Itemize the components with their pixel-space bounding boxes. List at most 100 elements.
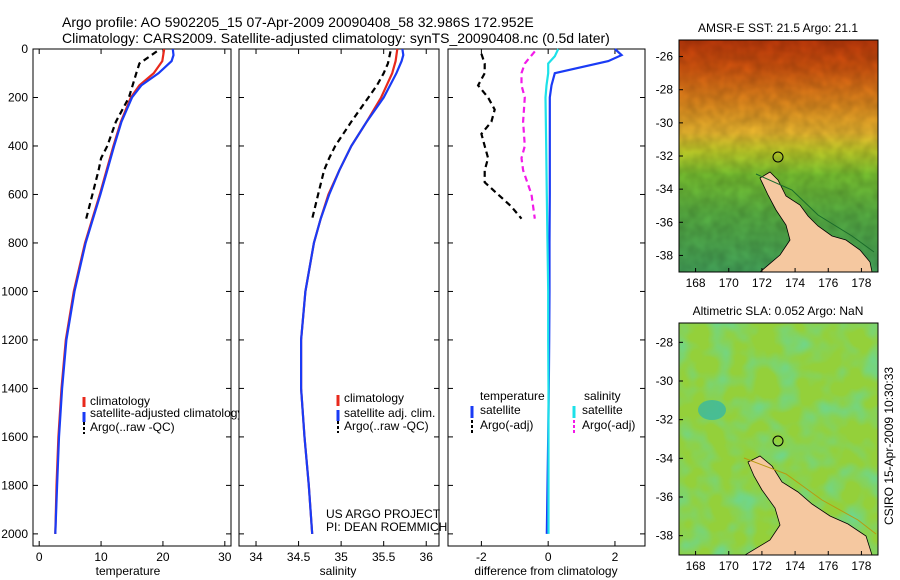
x-tick-label: 34 (249, 550, 263, 564)
legend-label-sat-adj: satellite-adjusted climatology (90, 406, 243, 420)
sla-map-frame (678, 322, 879, 556)
legend-label-argo: Argo(..raw -QC) (90, 420, 175, 434)
temperature-plot-frame (32, 48, 232, 547)
map-x-tick-label: 172 (752, 276, 772, 290)
x-tick-label: 34.5 (287, 550, 311, 564)
y-tick-label: 1000 (1, 284, 28, 298)
y-tick-label: 2000 (1, 527, 28, 541)
header-line-2: Climatology: CARS2009. Satellite-adjuste… (62, 30, 610, 46)
y-tick-label: 1400 (1, 381, 28, 395)
y-tick-label: 600 (8, 187, 28, 201)
salinity-plot-frame (238, 48, 440, 547)
sst-map-title: AMSR-E SST: 21.5 Argo: 21.1 (698, 21, 858, 35)
x-tick-label: 10 (94, 550, 108, 564)
difference-tick-group: -2 0 2 (448, 48, 645, 564)
map-y-tick-label: -30 (656, 116, 674, 130)
series-line-satellite-adjusted-climatology (54, 48, 175, 534)
header-line-1: Argo profile: AO 5902205_15 07-Apr-2009 … (62, 14, 534, 30)
series-line-salinity-argo-adj- (520, 50, 536, 219)
map-y-tick-label: -34 (656, 451, 674, 465)
series-line-satellite-adj-clim- (300, 48, 405, 534)
map-y-tick-label: -26 (656, 50, 674, 64)
map-x-tick-label: 178 (851, 276, 871, 290)
x-tick-label: 30 (218, 550, 232, 564)
map-x-tick-label: 176 (818, 559, 838, 573)
map-x-tick-label: 170 (719, 559, 739, 573)
map-x-tick-label: 168 (686, 559, 706, 573)
map-y-tick-label: -34 (656, 182, 674, 196)
sst-map-panel: AMSR-E SST: 21.5 Argo: 21.1 168 170 172 174… (656, 21, 879, 290)
salinity-legend: climatology satellite adj. clim. Argo(..… (336, 391, 435, 433)
x-tick-label: 0 (545, 550, 552, 564)
y-tick-label: 1800 (1, 478, 28, 492)
project-annotation-line-1: US ARGO PROJECT (326, 507, 441, 521)
temperature-xlabel: temperature (96, 564, 161, 578)
map-y-tick-label: -28 (656, 83, 674, 97)
map-y-tick-label: -32 (656, 413, 674, 427)
y-tick-label: 0 (21, 42, 28, 56)
temperature-line-group (54, 48, 175, 534)
sst-map-tick-group: 168 170 172 174 176 178 -26 -28 -30 -32 -34 -36 -38 (656, 50, 872, 290)
y-tick-label: 800 (8, 236, 28, 250)
y-tick-label: 1200 (1, 333, 28, 347)
salinity-line-group (300, 48, 405, 534)
legend-label-sal-satellite: satellite (582, 403, 623, 417)
difference-line-group (476, 48, 624, 534)
float-location-marker (772, 151, 784, 163)
map-x-tick-label: 176 (818, 276, 838, 290)
side-timestamp-label: CSIRO 15-Apr-2009 10:30:33 (882, 367, 896, 525)
y-tick-label: 1600 (1, 430, 28, 444)
sst-texture (679, 40, 878, 272)
map-y-tick-label: -36 (656, 215, 674, 229)
map-y-tick-label: -38 (656, 529, 674, 543)
legend-label-sal-argo: Argo(-adj) (582, 418, 635, 432)
float-location-marker (772, 435, 784, 447)
y-tick-label: 400 (8, 139, 28, 153)
temperature-legend: climatology satellite-adjusted climatolo… (82, 394, 243, 434)
x-tick-label: -2 (476, 550, 487, 564)
difference-panel: -2 0 2 difference from climatology tempera… (447, 48, 646, 578)
x-tick-label: 20 (156, 550, 170, 564)
legend-title-temperature: temperature (480, 389, 545, 403)
map-y-tick-label: -28 (656, 335, 674, 349)
map-x-tick-label: 170 (719, 276, 739, 290)
map-y-tick-label: -30 (656, 374, 674, 388)
legend-label-temp-satellite: satellite (480, 403, 521, 417)
sst-map-image (679, 40, 878, 272)
legend-label-climatology: climatology (90, 394, 150, 408)
x-tick-label: 36 (420, 550, 434, 564)
coast-contour (743, 457, 877, 535)
legend-title-salinity: salinity (584, 389, 621, 403)
series-line-salinity-satellite (544, 48, 560, 534)
sla-low-anomaly (698, 400, 726, 420)
coast-contour (755, 173, 875, 253)
map-x-tick-label: 174 (785, 276, 805, 290)
salinity-panel: 34 34.5 35 35.5 36 salinity climatology sate… (238, 48, 447, 578)
sla-map-tick-group: 168 170 172 174 176 178 -28 -30 -32 -34 -36 -38 (656, 335, 872, 573)
legend-label-argo: Argo(..raw -QC) (344, 419, 429, 433)
map-x-tick-label: 174 (785, 559, 805, 573)
temperature-tick-group: 0 10 20 30 0 200 400 600 800 1000 1200 1400 1600 1800… (1, 42, 232, 564)
series-line-argo-raw-qc- (311, 51, 392, 219)
legend-label-climatology: climatology (344, 391, 404, 405)
map-x-tick-label: 168 (686, 276, 706, 290)
sla-map-image (679, 323, 878, 555)
x-tick-label: 35 (334, 550, 348, 564)
temperature-panel: 0 10 20 30 0 200 400 600 800 1000 1200 1400 1600 1800… (1, 42, 243, 578)
y-tick-label: 200 (8, 90, 28, 104)
difference-legend: temperature satellite Argo(-adj) salinit… (470, 389, 635, 433)
legend-label-sat-adj: satellite adj. clim. (344, 406, 435, 420)
legend-label-temp-argo: Argo(-adj) (480, 418, 533, 432)
sla-map-panel: Altimetric SLA: 0.052 Argo: NaN 168 170 17… (656, 304, 879, 573)
x-tick-label: 0 (36, 550, 43, 564)
map-y-tick-label: -32 (656, 149, 674, 163)
series-line-temperature-argo-adj- (476, 53, 523, 220)
difference-xlabel: difference from climatology (474, 564, 617, 578)
salinity-xlabel: salinity (320, 564, 357, 578)
land-new-zealand (759, 171, 873, 272)
land-new-zealand (744, 455, 873, 555)
map-y-tick-label: -36 (656, 490, 674, 504)
sla-map-title: Altimetric SLA: 0.052 Argo: NaN (693, 304, 864, 318)
x-tick-label: 35.5 (372, 550, 396, 564)
